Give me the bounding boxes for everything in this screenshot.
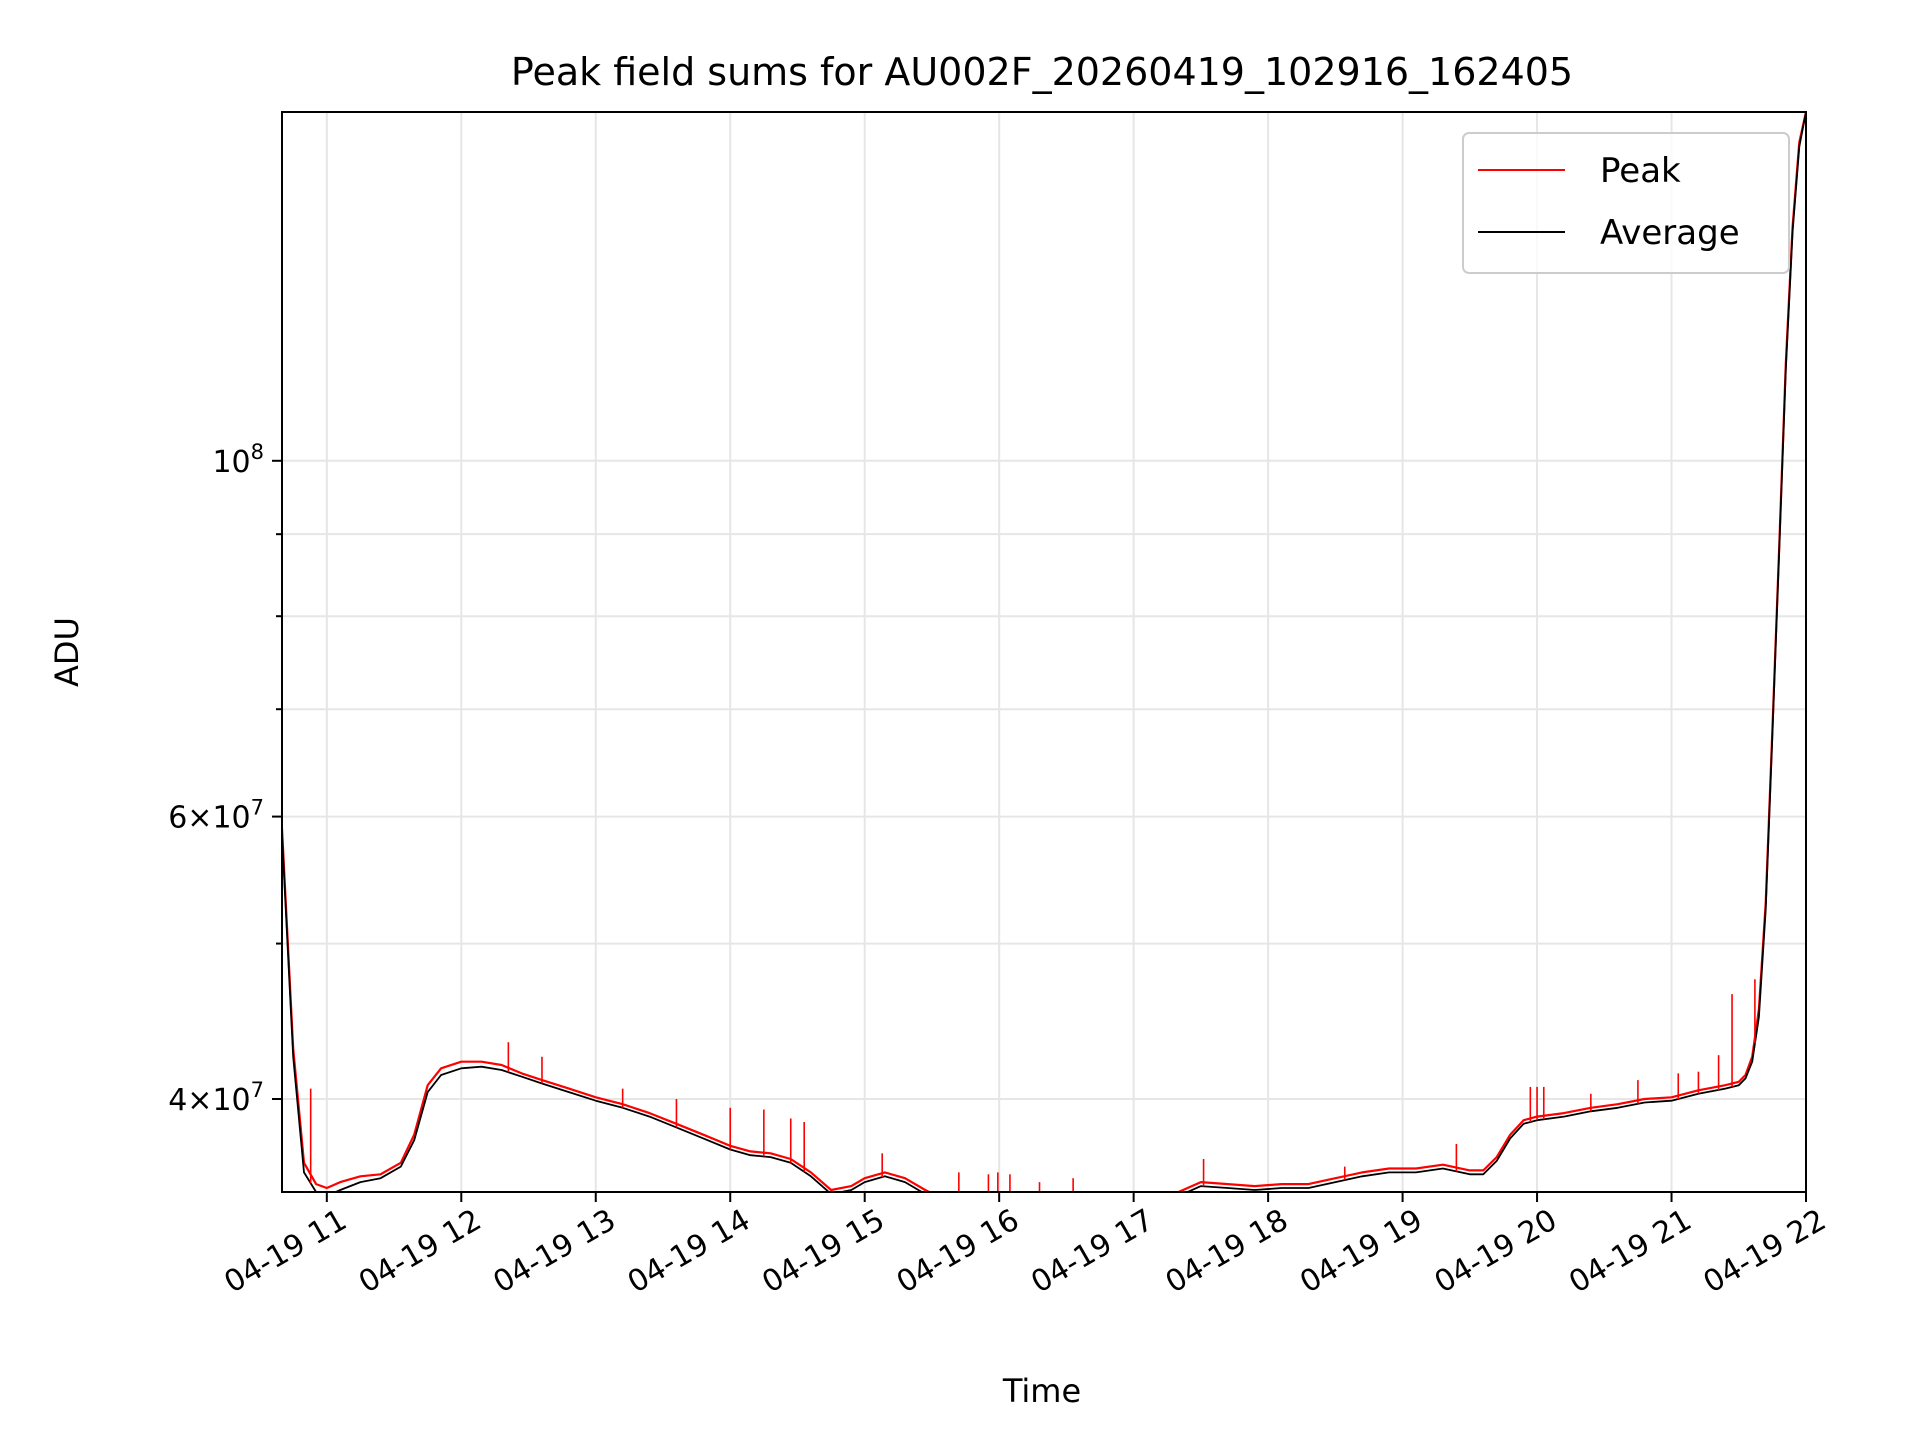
series-line-average (282, 112, 1806, 1192)
series-line-peak (282, 112, 1806, 1192)
y-tick-label: 6×107 (168, 796, 264, 836)
y-tick-label: 4×107 (168, 1078, 264, 1118)
y-axis: 4×107 6×107 108 (168, 440, 282, 1118)
chart-title: Peak field sums for AU002F_20260419_1029… (511, 50, 1573, 94)
grid (282, 112, 1807, 1192)
legend-box (1462, 132, 1790, 274)
series-clip (282, 112, 1806, 1192)
y-axis-label: ADU (48, 617, 86, 687)
series-layer (282, 112, 1806, 1192)
legend-label-peak: Peak (1600, 151, 1681, 191)
legend-label-average: Average (1600, 213, 1740, 253)
plot-frame (281, 111, 1807, 1193)
y-tick-label: 108 (212, 440, 264, 480)
legend: Peak Average (1462, 132, 1790, 274)
x-axis-label: Time (1002, 1372, 1081, 1410)
